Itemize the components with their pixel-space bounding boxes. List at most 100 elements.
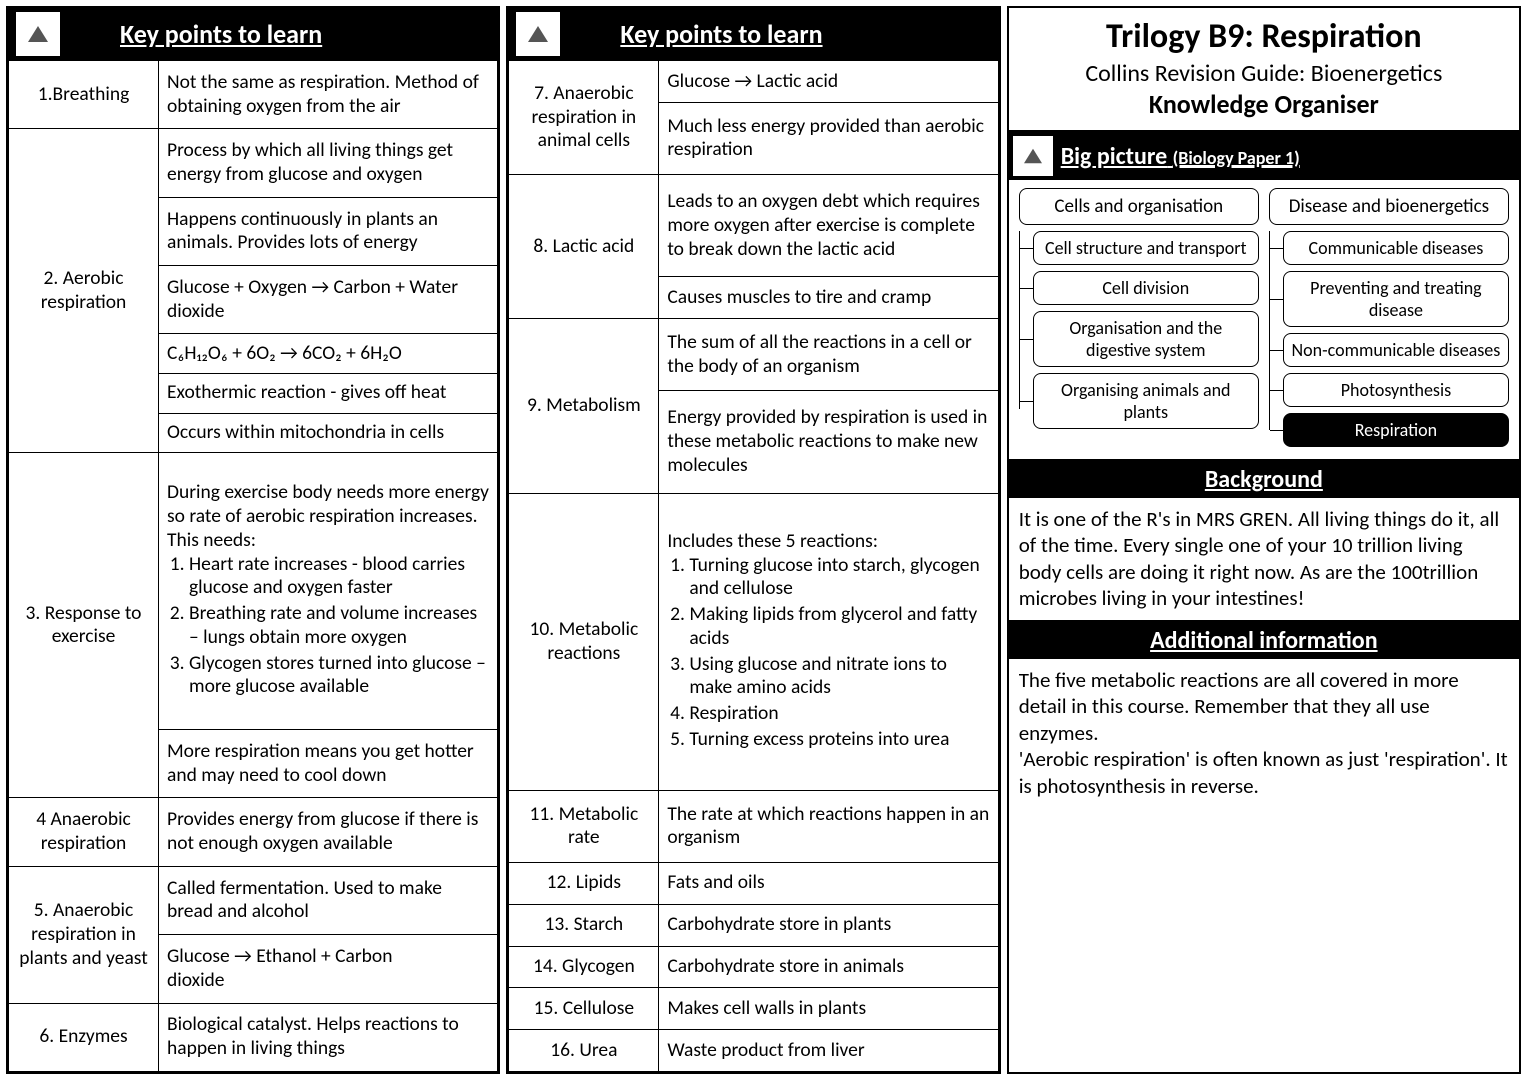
background-panel: Background It is one of the R's in MRS G…: [1007, 461, 1521, 622]
definition-cell: Fats and oils: [659, 862, 998, 904]
definition-cell: Waste product from liver: [659, 1030, 998, 1072]
definition-cell: Makes cell walls in plants: [659, 988, 998, 1030]
term-cell: 2. Aerobic respiration: [9, 129, 159, 453]
tree-item: Non-communicable diseases: [1283, 333, 1509, 367]
term-cell: 4 Anaerobic respiration: [9, 798, 159, 866]
table-row: 15. CelluloseMakes cell walls in plants: [509, 988, 998, 1030]
definition-cell: Glucose → Ethanol + Carbon dioxide: [159, 935, 498, 1003]
term-cell: 9. Metabolism: [509, 319, 659, 494]
background-title: Background: [1013, 465, 1515, 494]
additional-title: Additional information: [1013, 626, 1515, 655]
page-subheading: Knowledge Organiser: [1015, 88, 1513, 120]
term-cell: 5. Anaerobic respiration in plants and y…: [9, 866, 159, 1003]
definition-cell: Occurs within mitochondria in cells: [159, 413, 498, 453]
term-cell: 12. Lipids: [509, 862, 659, 904]
term-cell: 6. Enzymes: [9, 1003, 159, 1071]
tree-right-head: Disease and bioenergetics: [1269, 188, 1509, 225]
additional-text: The five metabolic reactions are all cov…: [1009, 659, 1519, 807]
tree-right: Disease and bioenergetics Communicable d…: [1269, 188, 1509, 447]
table-row: 9. MetabolismThe sum of all the reaction…: [509, 319, 998, 391]
background-header: Background: [1009, 461, 1519, 498]
definition-cell: Biological catalyst. Helps reactions to …: [159, 1003, 498, 1071]
definition-cell: Provides energy from glucose if there is…: [159, 798, 498, 866]
term-cell: 14. Glycogen: [509, 946, 659, 988]
term-cell: 7. Anaerobic respiration in animal cells: [509, 61, 659, 175]
big-picture-panel: Big picture (Biology Paper 1) Cells and …: [1007, 132, 1521, 461]
tree-item: Photosynthesis: [1283, 373, 1509, 407]
table-row: 1.BreathingNot the same as respiration. …: [9, 61, 498, 129]
definition-cell: Called fermentation. Used to make bread …: [159, 866, 498, 934]
info-column: Trilogy B9: Respiration Collins Revision…: [1007, 6, 1521, 1074]
additional-header: Additional information: [1009, 622, 1519, 659]
definition-cell: Exothermic reaction - gives off heat: [159, 374, 498, 414]
trust-logo-icon: [516, 12, 560, 56]
table-row: 5. Anaerobic respiration in plants and y…: [9, 866, 498, 934]
definition-cell: Carbohydrate store in animals: [659, 946, 998, 988]
big-picture-tree: Cells and organisation Cell structure an…: [1009, 180, 1519, 459]
definition-cell: Carbohydrate store in plants: [659, 904, 998, 946]
definition-cell: More respiration means you get hotter an…: [159, 730, 498, 798]
trust-logo-icon: [1013, 136, 1053, 176]
definition-cell: Much less energy provided than aerobic r…: [659, 102, 998, 174]
definition-cell: During exercise body needs more energy s…: [159, 453, 498, 730]
tree-item: Cell division: [1033, 271, 1259, 305]
table-row: 6. EnzymesBiological catalyst. Helps rea…: [9, 1003, 498, 1071]
table-row: 12. LipidsFats and oils: [509, 862, 998, 904]
additional-panel: Additional information The five metaboli…: [1007, 622, 1521, 1074]
term-cell: 8. Lactic acid: [509, 174, 659, 318]
big-picture-subtitle: (Biology Paper 1): [1173, 147, 1300, 169]
term-cell: 15. Cellulose: [509, 988, 659, 1030]
definition-cell: Glucose → Lactic acid: [659, 61, 998, 103]
definition-cell: The sum of all the reactions in a cell o…: [659, 319, 998, 391]
keypoints-right-table: 7. Anaerobic respiration in animal cells…: [508, 60, 998, 1072]
definition-cell: Leads to an oxygen debt which requires m…: [659, 174, 998, 276]
definition-cell: Not the same as respiration. Method of o…: [159, 61, 498, 129]
keypoints-right-header: Key points to learn: [508, 8, 998, 60]
page-title: Trilogy B9: Respiration: [1015, 16, 1513, 57]
background-text: It is one of the R's in MRS GREN. All li…: [1009, 498, 1519, 620]
table-row: 8. Lactic acidLeads to an oxygen debt wh…: [509, 174, 998, 276]
table-row: 10. Metabolic reactionsIncludes these 5 …: [509, 493, 998, 790]
tree-item: Cell structure and transport: [1033, 231, 1259, 265]
definition-cell: Happens continuously in plants an animal…: [159, 197, 498, 265]
table-row: 14. GlycogenCarbohydrate store in animal…: [509, 946, 998, 988]
keypoints-left: Key points to learn 1.BreathingNot the s…: [6, 6, 500, 1074]
tree-item: Organising animals and plants: [1033, 373, 1259, 429]
term-cell: 11. Metabolic rate: [509, 790, 659, 862]
term-cell: 10. Metabolic reactions: [509, 493, 659, 790]
table-row: 16. UreaWaste product from liver: [509, 1030, 998, 1072]
table-row: 2. Aerobic respirationProcess by which a…: [9, 129, 498, 197]
term-cell: 3. Response to exercise: [9, 453, 159, 798]
keypoints-left-table: 1.BreathingNot the same as respiration. …: [8, 60, 498, 1072]
tree-item: Communicable diseases: [1283, 231, 1509, 265]
term-cell: 1.Breathing: [9, 61, 159, 129]
definition-cell: Causes muscles to tire and cramp: [659, 277, 998, 319]
page-subtitle: Collins Revision Guide: Bioenergetics: [1015, 59, 1513, 88]
keypoints-left-header: Key points to learn: [8, 8, 498, 60]
tree-left-head: Cells and organisation: [1019, 188, 1259, 225]
table-row: 3. Response to exerciseDuring exercise b…: [9, 453, 498, 730]
table-row: 4 Anaerobic respirationProvides energy f…: [9, 798, 498, 866]
table-row: 11. Metabolic rateThe rate at which reac…: [509, 790, 998, 862]
table-row: 7. Anaerobic respiration in animal cells…: [509, 61, 998, 103]
tree-item: Organisation and the digestive system: [1033, 311, 1259, 367]
definition-cell: The rate at which reactions happen in an…: [659, 790, 998, 862]
definition-cell: Includes these 5 reactions:Turning gluco…: [659, 493, 998, 790]
definition-cell: Process by which all living things get e…: [159, 129, 498, 197]
definition-cell: C₆H₁₂O₆ + 6O₂ → 6CO₂ + 6H₂O: [159, 334, 498, 374]
trust-logo-icon: [16, 12, 60, 56]
keypoints-right-title: Key points to learn: [620, 18, 990, 50]
big-picture-header: Big picture (Biology Paper 1): [1009, 132, 1519, 180]
big-picture-title: Big picture: [1061, 142, 1168, 171]
definition-cell: Glucose + Oxygen → Carbon + Water dioxid…: [159, 266, 498, 334]
keypoints-left-title: Key points to learn: [120, 18, 490, 50]
definition-cell: Energy provided by respiration is used i…: [659, 391, 998, 493]
keypoints-right: Key points to learn 7. Anaerobic respira…: [506, 6, 1000, 1074]
title-card: Trilogy B9: Respiration Collins Revision…: [1007, 6, 1521, 132]
tree-left: Cells and organisation Cell structure an…: [1019, 188, 1259, 447]
term-cell: 13. Starch: [509, 904, 659, 946]
term-cell: 16. Urea: [509, 1030, 659, 1072]
table-row: 13. StarchCarbohydrate store in plants: [509, 904, 998, 946]
tree-item: Respiration: [1283, 413, 1509, 447]
tree-item: Preventing and treating disease: [1283, 271, 1509, 327]
